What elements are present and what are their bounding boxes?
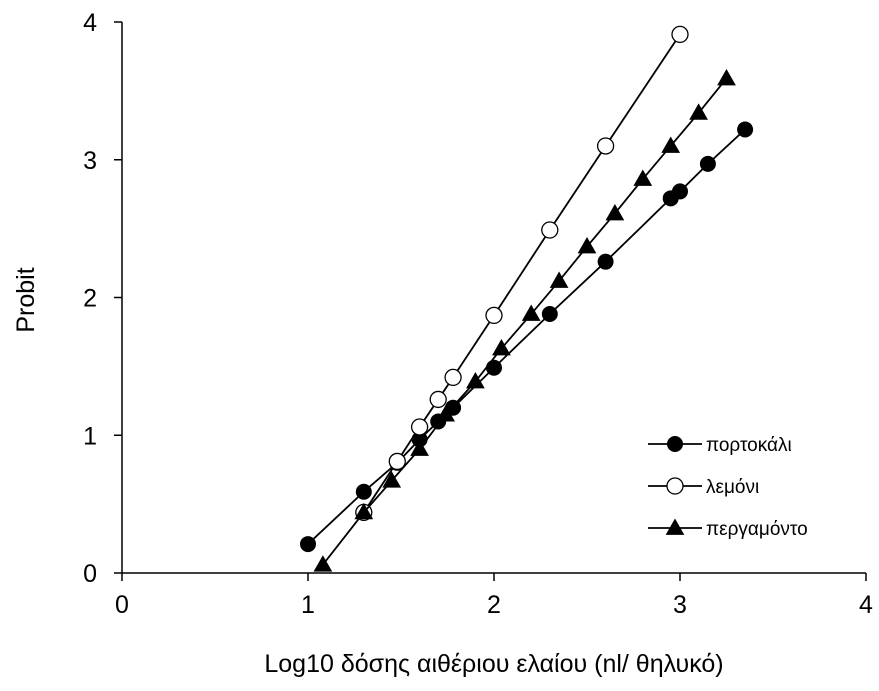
data-point — [541, 306, 558, 323]
series-1 — [300, 121, 754, 553]
legend-label: πορτοκάλι — [706, 435, 792, 456]
legend-label: λεμόνι — [706, 477, 759, 498]
data-point — [410, 439, 429, 456]
data-point — [597, 253, 614, 270]
data-point — [444, 368, 462, 387]
data-point — [596, 137, 615, 155]
data-point — [699, 155, 716, 172]
data-point — [388, 452, 406, 471]
series-layer — [300, 25, 754, 572]
data-point — [521, 304, 541, 321]
x-tick-label: 4 — [859, 591, 873, 619]
data-point — [661, 136, 681, 153]
data-point — [671, 25, 689, 44]
series-3 — [313, 68, 736, 572]
x-tick-label: 2 — [487, 591, 501, 619]
data-point — [300, 536, 316, 553]
y-tick-label: 1 — [83, 422, 97, 450]
legend-marker — [665, 518, 685, 535]
data-point — [485, 306, 503, 325]
y-tick-label: 4 — [83, 9, 97, 37]
data-point — [429, 390, 447, 409]
y-axis-title: Probit — [12, 267, 40, 332]
legend: πορτοκάλι λεμόνι περγαμόντο — [648, 435, 808, 540]
y-tick-label: 0 — [83, 560, 97, 588]
data-point — [633, 169, 653, 186]
y-tick-label: 3 — [83, 147, 97, 175]
data-point — [605, 203, 625, 221]
axes: 0 1 2 3 4 0 1 2 3 4 — [83, 9, 873, 619]
data-point — [466, 372, 485, 389]
data-point — [313, 555, 333, 572]
legend-label: περγαμόντο — [706, 519, 808, 540]
data-point — [689, 103, 708, 120]
data-point — [492, 338, 511, 356]
x-tick-label: 3 — [673, 591, 687, 619]
data-point — [436, 405, 456, 422]
legend-item: περγαμόντο — [648, 518, 808, 540]
data-point — [737, 121, 754, 138]
series-line — [363, 33, 681, 513]
data-point — [354, 502, 374, 520]
data-point — [549, 271, 569, 288]
legend-item: λεμόνι — [648, 477, 759, 498]
x-axis-title: Log10 δόσης αιθέριου ελαίου (nl/ θηλυκό) — [264, 650, 723, 678]
data-point — [486, 359, 502, 376]
data-point — [717, 68, 736, 86]
legend-marker — [666, 477, 684, 495]
data-point — [672, 183, 688, 200]
data-point — [410, 418, 429, 436]
y-tick-label: 2 — [83, 285, 97, 313]
legend-marker — [667, 436, 683, 452]
data-point — [541, 221, 559, 239]
x-tick-label: 1 — [301, 591, 315, 619]
data-point — [577, 237, 597, 254]
data-point — [382, 471, 402, 488]
data-point — [355, 483, 372, 500]
series-2 — [355, 25, 689, 522]
x-tick-label: 0 — [115, 591, 129, 619]
legend-item: πορτοκάλι — [648, 435, 792, 456]
